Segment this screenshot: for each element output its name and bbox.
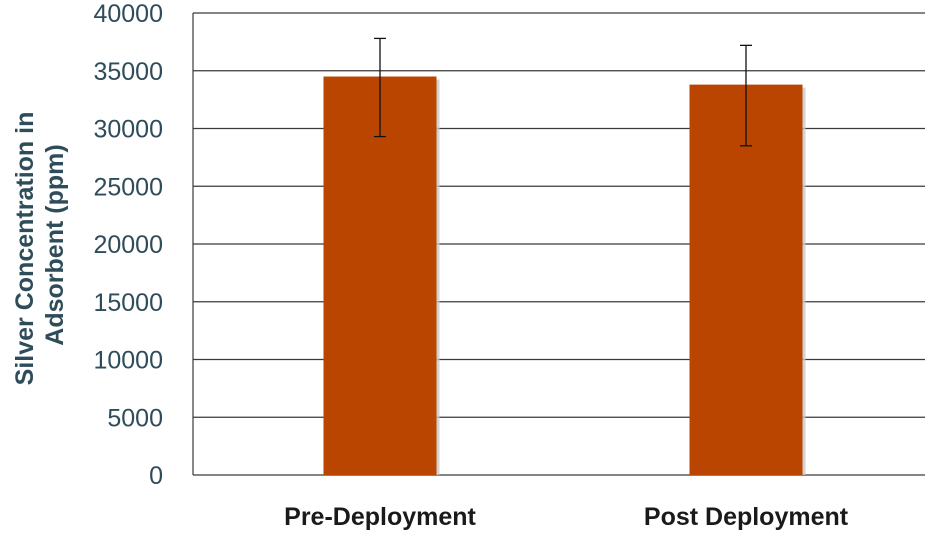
y-tick-label: 10000	[93, 347, 163, 375]
y-axis-title-line-1: Silver Concentration in	[11, 112, 39, 386]
y-tick-label: 20000	[93, 231, 163, 259]
y-axis-title: Silver Concentration in Adsorbent (ppm)	[11, 105, 69, 386]
x-category-labels: Pre-Deployment Post Deployment	[284, 503, 849, 531]
bar	[689, 84, 803, 476]
bars	[323, 76, 806, 476]
y-tick-label: 5000	[107, 404, 163, 432]
y-tick-labels: 0 5000 10000 15000 20000 25000 30000 35000 40000	[93, 0, 163, 490]
error-bars	[374, 37, 752, 147]
y-axis-title-line-2: Adsorbent (ppm)	[41, 144, 69, 345]
y-tick-label: 40000	[93, 0, 163, 28]
x-category-label: Pre-Deployment	[284, 503, 476, 531]
y-tick-label: 25000	[93, 173, 163, 201]
y-tick-label: 35000	[93, 58, 163, 86]
bar	[323, 76, 437, 476]
y-tick-label: 15000	[93, 289, 163, 317]
gridlines	[192, 12, 925, 476]
x-category-label: Post Deployment	[644, 503, 849, 531]
y-tick-label: 0	[149, 462, 163, 490]
y-tick-label: 30000	[93, 116, 163, 144]
